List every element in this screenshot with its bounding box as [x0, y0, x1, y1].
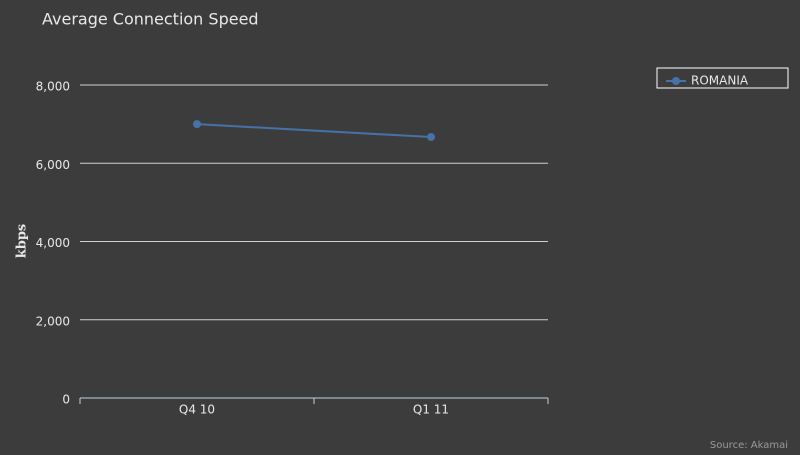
legend-box [656, 67, 789, 89]
y-tick-label: 6,000 [36, 158, 70, 172]
chart-title: Average Connection Speed [42, 10, 259, 29]
point [193, 120, 201, 129]
y-tick-label: 4,000 [36, 236, 70, 250]
y-tick-label: 8,000 [36, 80, 70, 94]
source: Source: Akamai [710, 440, 788, 451]
y-axis-title: kbps [15, 224, 30, 259]
legend-marker [672, 77, 680, 85]
y-tick-label: 0 [62, 393, 70, 407]
point [427, 133, 435, 142]
legend-label: ROMANIA [691, 74, 749, 88]
y-tick-label: 2,000 [36, 314, 70, 328]
x-tick-label: Q4 10 [179, 403, 215, 417]
line [196, 123, 432, 139]
x-tick-label: Q1 11 [413, 403, 449, 417]
